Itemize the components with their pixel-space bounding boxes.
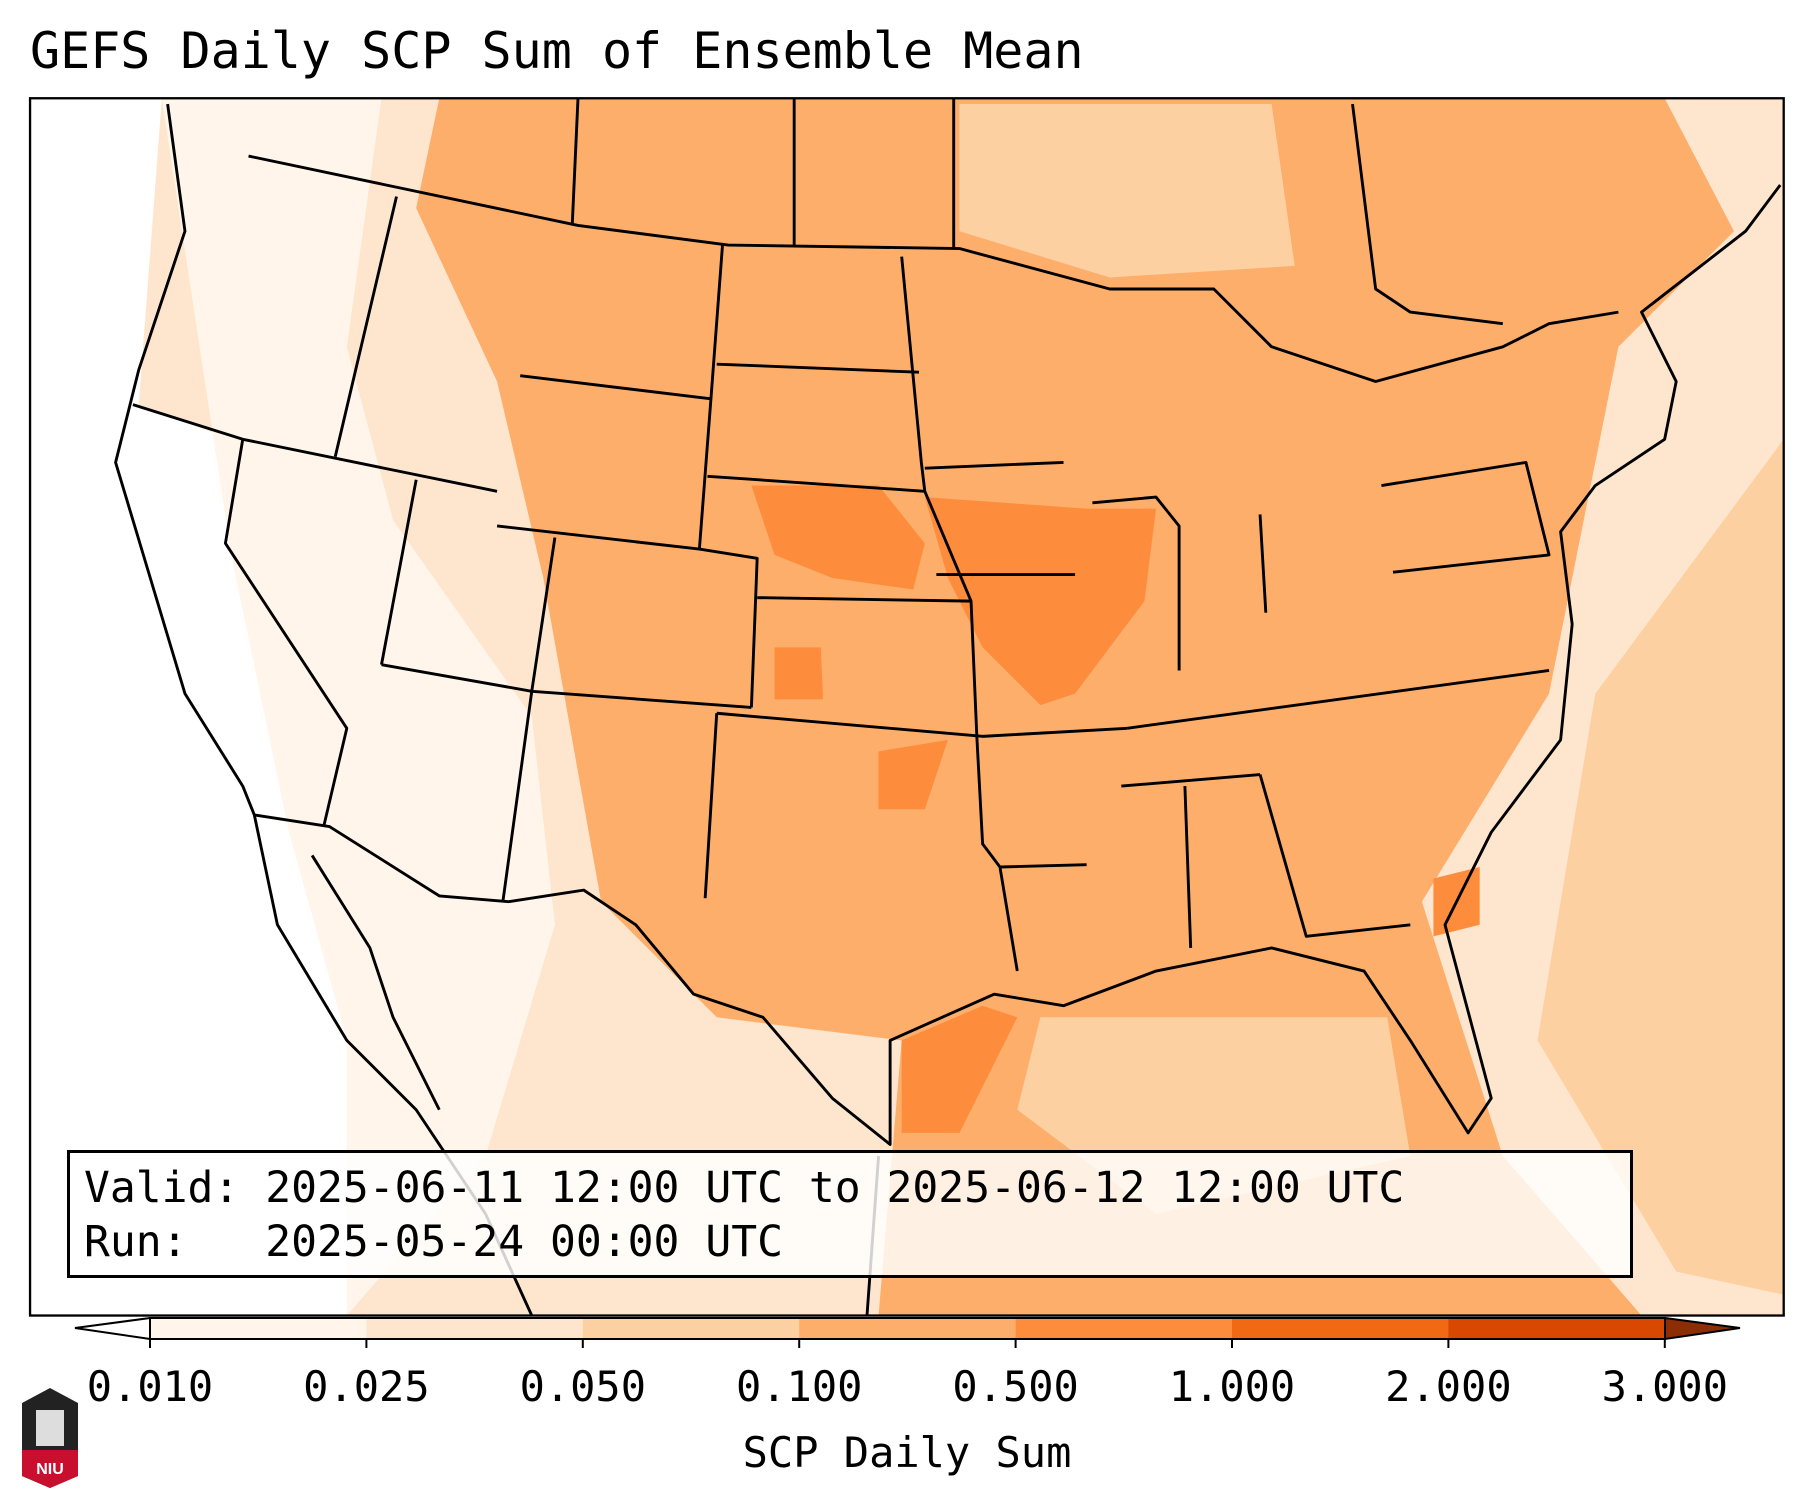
colorbar-segment [150, 1318, 367, 1339]
gulf-high-patch [901, 1005, 1018, 1133]
colorbar-segment [799, 1318, 1017, 1339]
colorbar-tick-label: 0.500 [952, 1362, 1079, 1411]
svg-text:NIU: NIU [36, 1461, 64, 1478]
colorbar-tick-label: 1.000 [1168, 1362, 1296, 1411]
colorbar-segment [1232, 1318, 1449, 1339]
colorbar-tick-label: 0.010 [86, 1362, 214, 1411]
colorbar-tick-label: 0.025 [303, 1362, 430, 1411]
colorbar-segment [1448, 1318, 1666, 1339]
colorbar-tick-label: 3.000 [1601, 1362, 1729, 1411]
oklahoma-high-patch [878, 739, 948, 810]
plains-high-patch [751, 485, 925, 590]
colorbar-segment [582, 1318, 800, 1339]
run-time: Run: 2025-05-24 00:00 UTC [84, 1217, 783, 1267]
colorbar-over-arrow [1664, 1316, 1741, 1341]
kansas-high-patch [774, 647, 824, 700]
colorbar-tick-label: 0.050 [519, 1362, 647, 1411]
colorbar-segment [366, 1318, 584, 1339]
midwest-high-patch [924, 497, 1156, 706]
colorbar-segment [1015, 1318, 1233, 1339]
upper-light-patch [959, 104, 1295, 278]
light-band [161, 98, 555, 1316]
colorbar [74, 1316, 1741, 1348]
info-box: Valid: 2025-06-11 12:00 UTC to 2025-06-1… [67, 1150, 1633, 1278]
us-coastline [114, 103, 1782, 1146]
map-frame [28, 97, 1785, 1317]
colorbar-label: SCP Daily Sum [742, 1428, 1072, 1477]
colorbar-under-arrow [74, 1316, 151, 1341]
valid-time: Valid: 2025-06-11 12:00 UTC to 2025-06-1… [84, 1163, 1405, 1213]
colorbar-tick-label: 2.000 [1385, 1362, 1512, 1411]
colorbar-tick-label: 0.100 [735, 1362, 863, 1411]
canada-border [248, 154, 1619, 383]
niu-logo: NIU [22, 1388, 78, 1488]
map-title: GEFS Daily SCP Sum of Ensemble Mean [30, 22, 1084, 80]
atlantic-region [1537, 439, 1784, 1295]
